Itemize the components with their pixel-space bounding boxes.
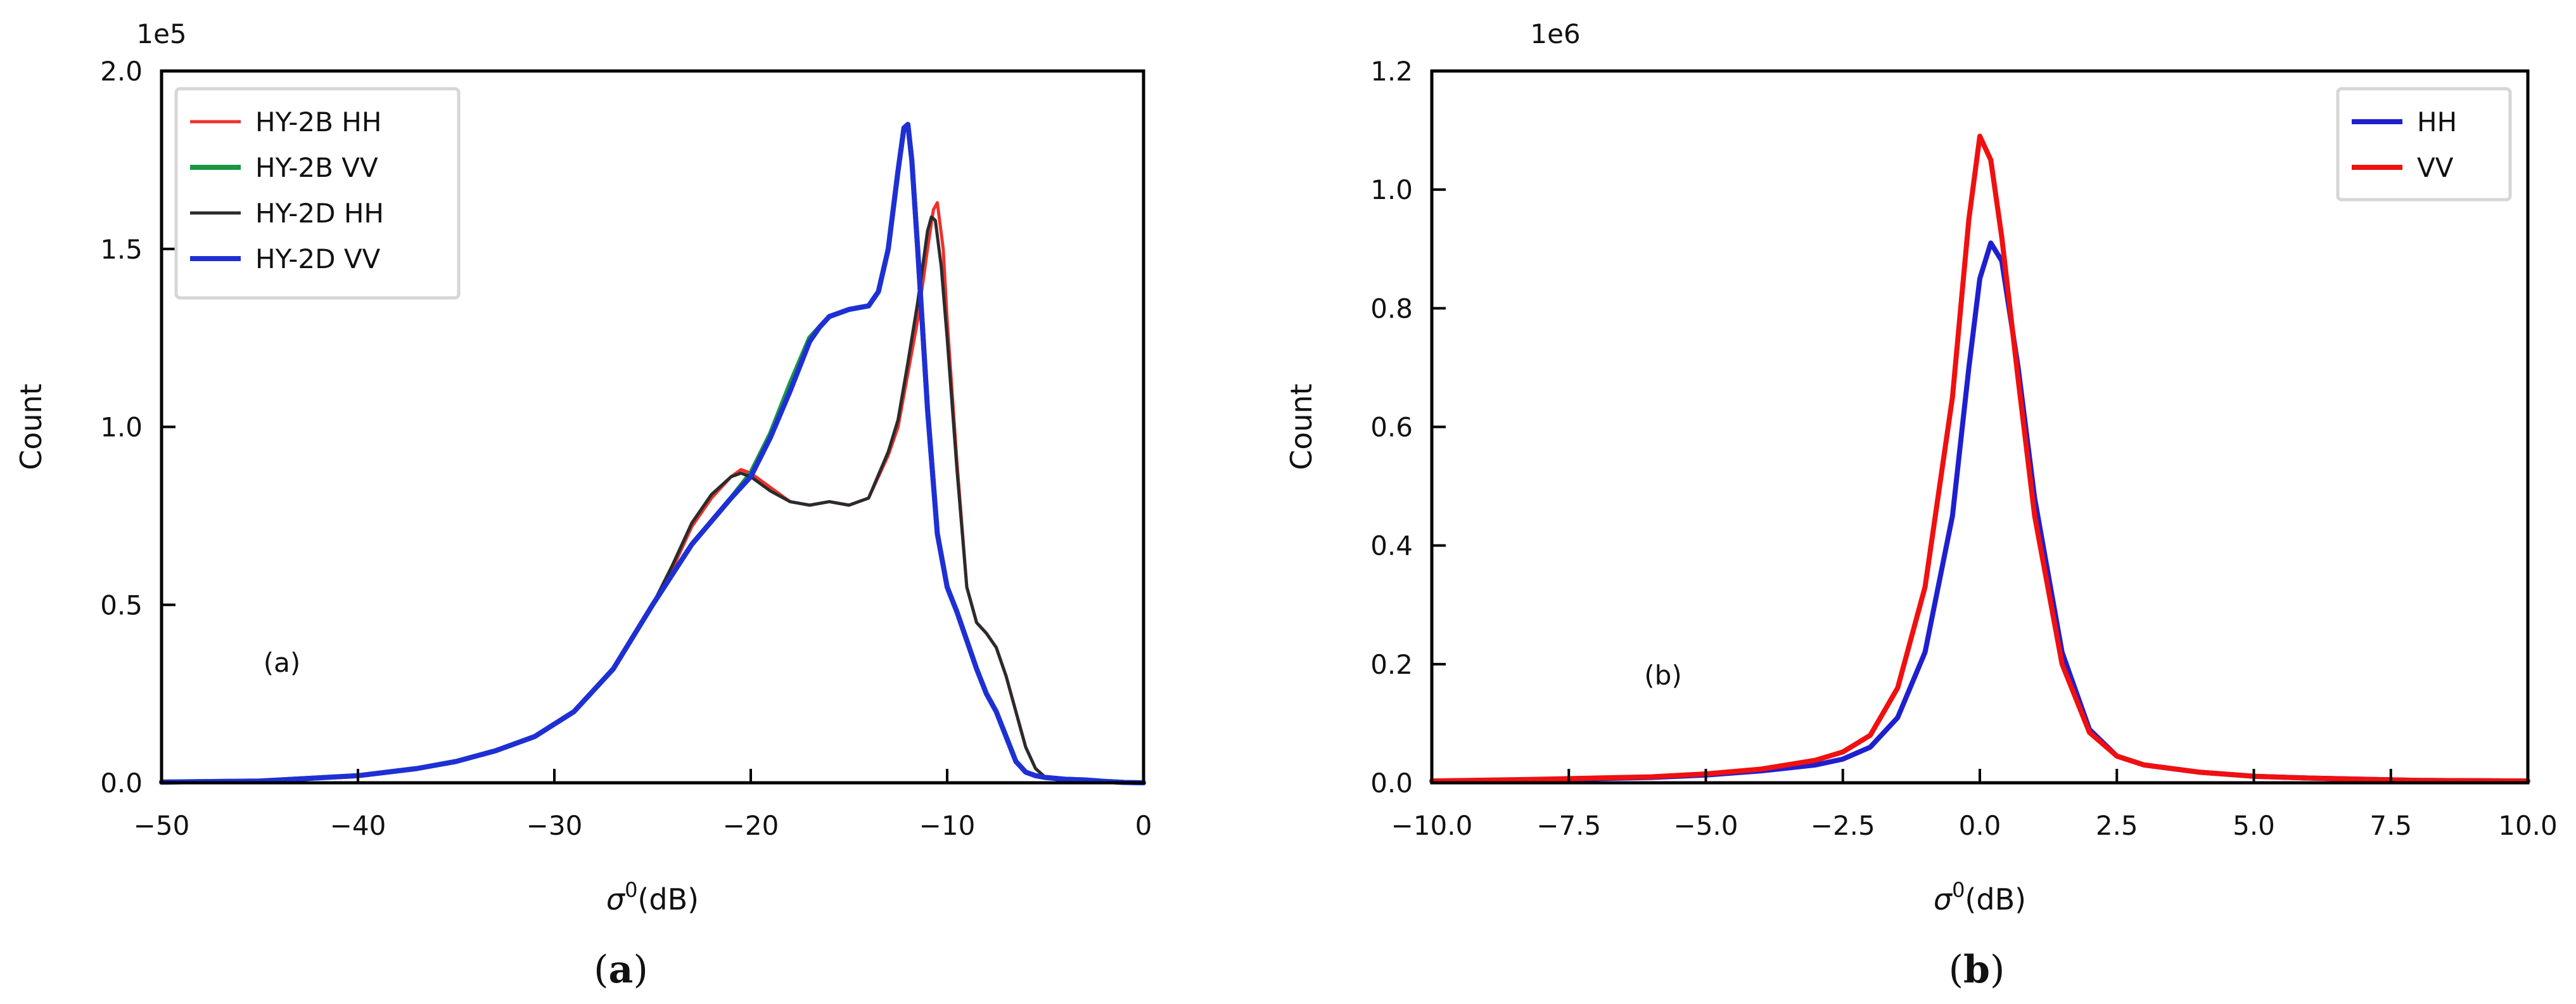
series-line-vv: [1429, 133, 2530, 784]
x-tick-label: −5.0: [1674, 810, 1738, 841]
legend-label: HY-2D VV: [255, 243, 381, 274]
x-axis-label-symbol: σ: [606, 882, 626, 917]
y-tick-label: 2.0: [100, 56, 143, 87]
y-tick-label: 0.2: [1370, 649, 1413, 680]
x-tick-label: −50: [134, 810, 190, 841]
panel-annotation: (b): [1644, 660, 1681, 691]
y-tick-label: 1.5: [100, 234, 143, 265]
caption-letter: b: [1963, 948, 1990, 992]
x-tick-label: −10: [919, 810, 976, 841]
x-tick-label: 5.0: [2233, 810, 2275, 841]
series-line-hy-2d-vv: [159, 122, 1146, 785]
y-tick-label: 0.5: [100, 589, 143, 621]
legend-box: [174, 87, 461, 300]
caption-open: (: [1949, 948, 1963, 992]
x-tick-label: −7.5: [1536, 810, 1601, 841]
y-axis-label: Count: [14, 383, 48, 470]
chart-panel-a: −50 −40 −30 −20 −10 0 0.0 0.5 1.0 1.5 2.0 1e5 Count σ…: [14, 18, 1152, 992]
x-axis-label-superscript: 0: [625, 878, 637, 902]
panel-caption: (a): [594, 948, 648, 992]
series-lines: [159, 122, 1146, 785]
x-tick-label: −10.0: [1391, 810, 1473, 841]
panel-caption: (b): [1949, 948, 2005, 992]
x-tick-label: 0: [1135, 810, 1152, 841]
y-axis-label: Count: [1284, 383, 1318, 470]
x-tick-label: −2.5: [1811, 810, 1875, 841]
legend-label: HH: [2417, 106, 2457, 138]
panel-annotation: (a): [264, 647, 301, 678]
legend-box: [2336, 87, 2512, 202]
y-tick-label: 1.0: [100, 412, 143, 443]
x-tick-label: 2.5: [2096, 810, 2138, 841]
legend: HH VV: [2336, 87, 2512, 202]
y-tick-label: 0.6: [1370, 412, 1413, 443]
x-tick-label: −20: [723, 810, 779, 841]
caption-close: ): [1990, 948, 2005, 992]
x-axis-label: σ0(dB): [606, 878, 699, 917]
x-tick-label: −30: [526, 810, 583, 841]
x-axis-label-superscript: 0: [1952, 878, 1965, 902]
caption-open: (: [594, 948, 608, 992]
x-tick-label: −40: [330, 810, 386, 841]
legend-label: HY-2B VV: [255, 152, 378, 183]
x-tick-label: 7.5: [2369, 810, 2412, 841]
legend: HY-2B HH HY-2B VV HY-2D HH HY-2D VV: [174, 87, 461, 300]
y-offset-label: 1e6: [1530, 18, 1580, 49]
x-axis-label-symbol: σ: [1934, 882, 1953, 917]
y-tick-label: 0.8: [1370, 293, 1413, 324]
legend-label: HY-2B HH: [255, 106, 381, 138]
y-tick-label: 1.2: [1370, 56, 1413, 87]
y-tick-label: 1.0: [1370, 174, 1413, 205]
series-lines: [1429, 133, 2530, 784]
x-tick-label: 0.0: [1959, 810, 2001, 841]
caption-close: ): [633, 948, 647, 992]
x-axis-label-unit: (dB): [1965, 882, 2026, 917]
legend-label: HY-2D HH: [255, 198, 384, 229]
y-offset-label: 1e5: [136, 18, 186, 49]
legend-label: VV: [2417, 152, 2454, 183]
caption-letter: a: [609, 948, 634, 992]
chart-panel-b: −10.0 −7.5 −5.0 −2.5 0.0 2.5 5.0 7.5 10.0 0.0 0.2 0…: [1284, 18, 2558, 992]
y-tick-label: 0.4: [1370, 531, 1413, 562]
series-line-hy-2d-hh: [160, 215, 1145, 785]
y-tick-label: 0.0: [100, 768, 143, 799]
x-axis-label: σ0(dB): [1934, 878, 2026, 917]
series-line-hh: [1429, 240, 2530, 784]
x-axis-label-unit: (dB): [637, 882, 699, 917]
y-tick-label: 0.0: [1370, 768, 1413, 799]
x-tick-label: 10.0: [2498, 810, 2558, 841]
